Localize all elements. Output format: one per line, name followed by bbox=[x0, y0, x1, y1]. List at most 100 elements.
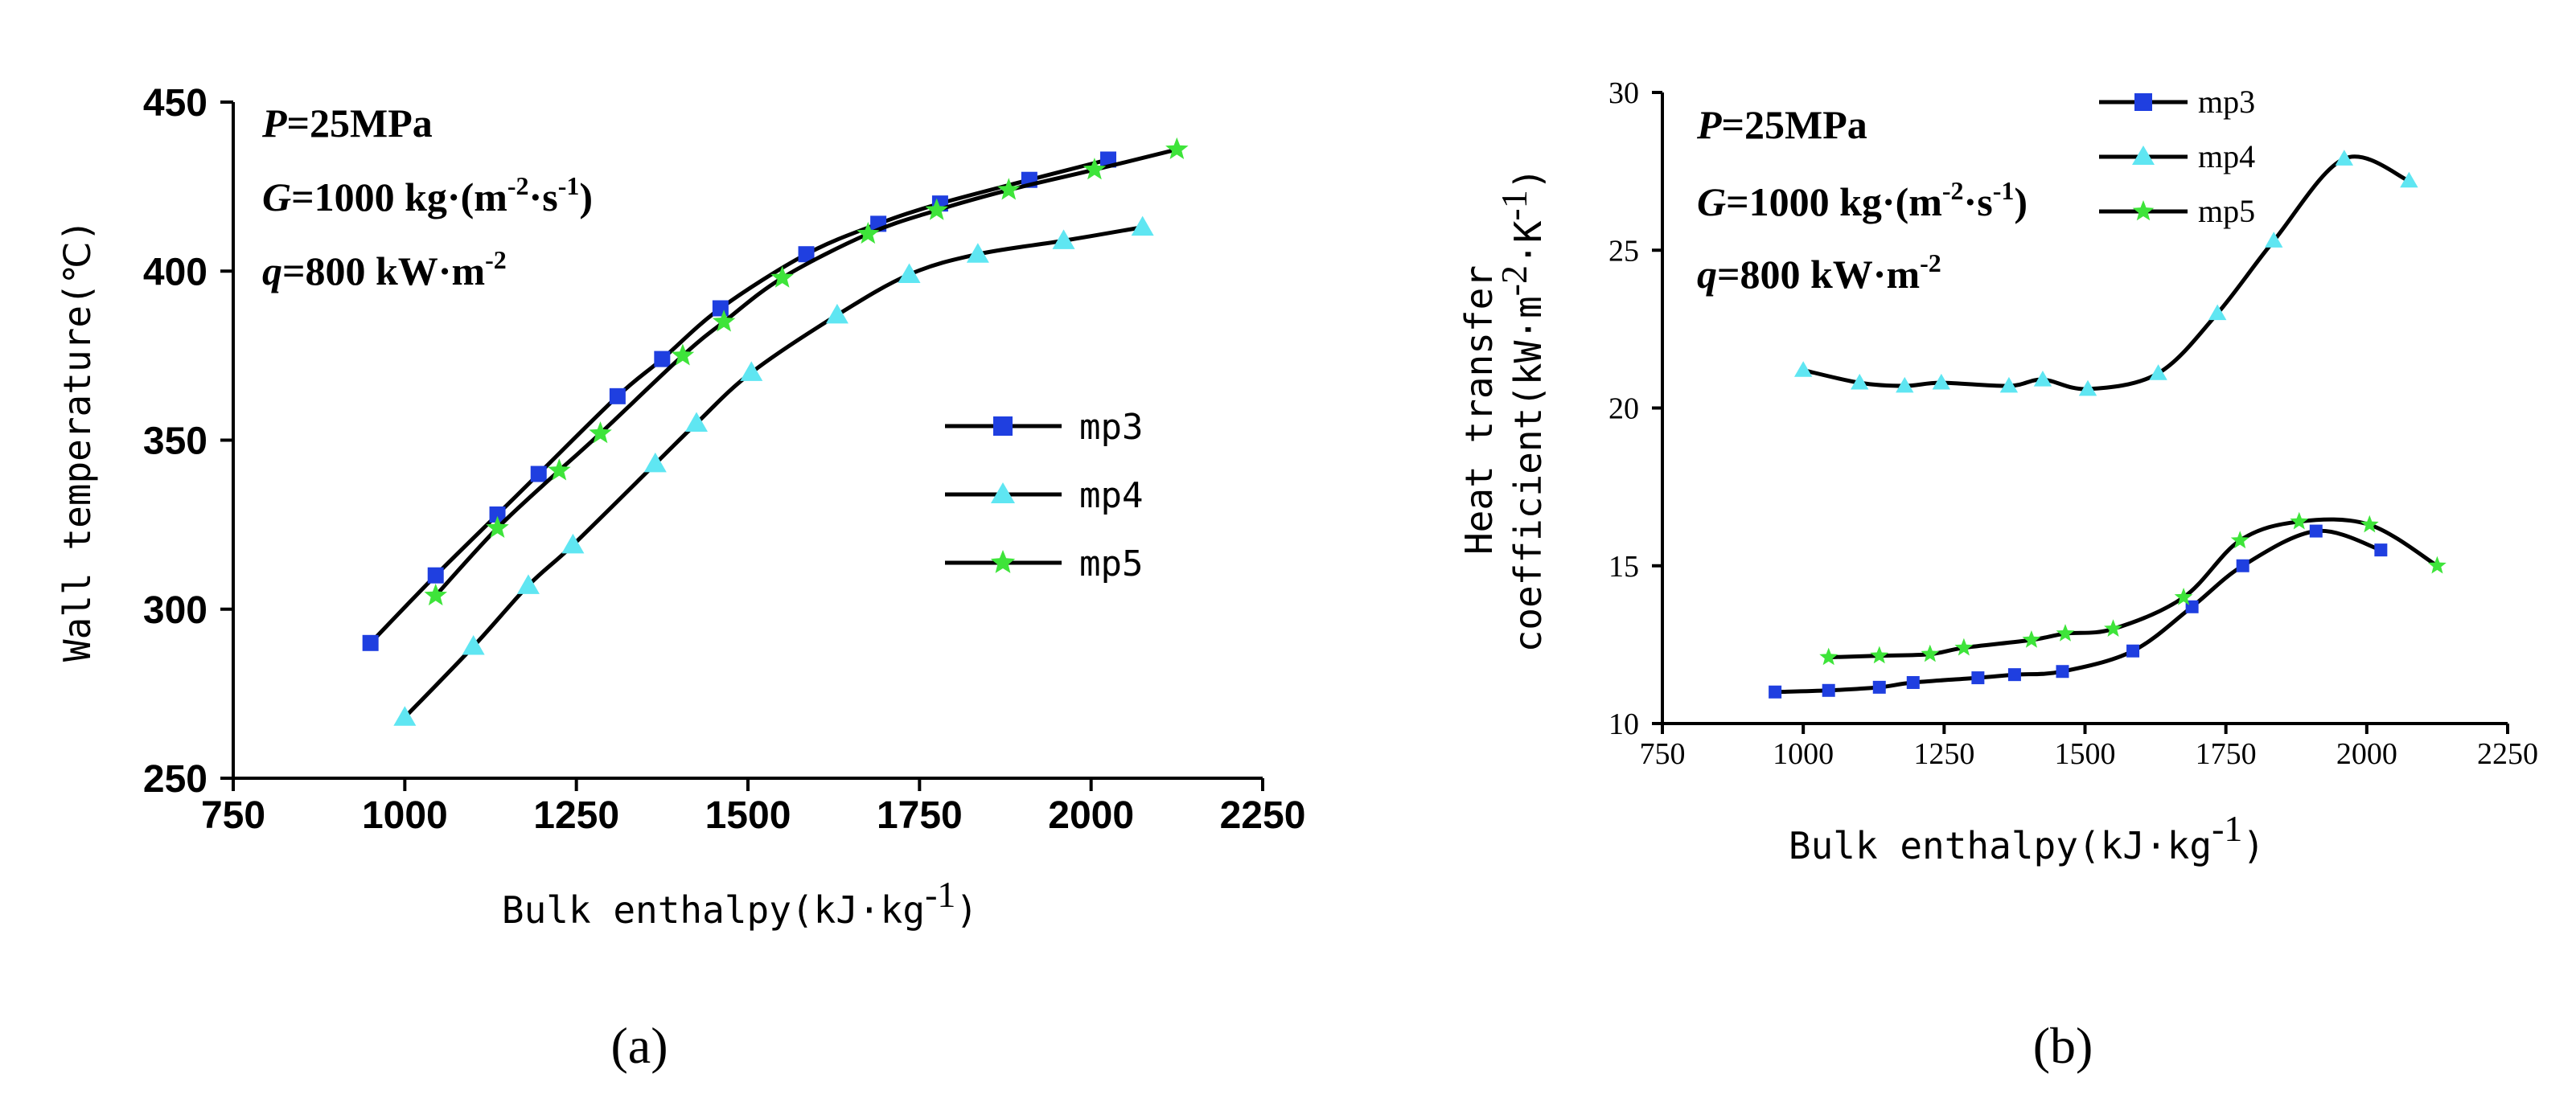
chart-b-legend-marker-mp5 bbox=[2132, 200, 2155, 221]
chart-a-point-mp5 bbox=[1083, 158, 1107, 180]
chart-a-point-mp5 bbox=[589, 421, 612, 444]
panel-label-b: (b) bbox=[2033, 1017, 2093, 1074]
chart-a-line-mp5 bbox=[433, 147, 1177, 597]
chart-b-point-mp3 bbox=[1769, 685, 1782, 699]
chart-b-legend: mp3 mp4 mp5 bbox=[2099, 84, 2255, 229]
chart-b-point-mp5 bbox=[1921, 644, 1940, 662]
chart-b-series bbox=[1769, 150, 2447, 699]
chart-b-point-mp4 bbox=[1999, 376, 2019, 393]
chart-b-x-tick-label: 2250 bbox=[2477, 737, 2538, 771]
chart-a-point-mp5 bbox=[671, 343, 695, 366]
chart-a-point-mp4 bbox=[643, 452, 667, 473]
chart-a-point-mp4 bbox=[966, 243, 989, 263]
chart-b-x-tick-label: 2000 bbox=[2336, 737, 2397, 771]
chart-a-x-tick-label: 1500 bbox=[705, 794, 791, 837]
chart-a-point-mp5 bbox=[1165, 137, 1189, 159]
chart-b-annotation-massflux: G=1000 kg·(m-2·s-1) bbox=[1697, 176, 2028, 224]
chart-a-x-tick-label: 2000 bbox=[1048, 794, 1134, 837]
chart-b-point-mp4 bbox=[2149, 364, 2167, 380]
chart-b-x-tick-label: 750 bbox=[1640, 737, 1686, 771]
chart-b: 750 1000 1250 1500 1750 2000 2250 10 15 20 25 30 P=… bbox=[1457, 76, 2538, 1074]
chart-b-point-mp5 bbox=[2428, 556, 2447, 574]
chart-a-annotation-pressure: P=25MPa bbox=[261, 100, 433, 146]
chart-b-x-tick-label: 1750 bbox=[2196, 737, 2257, 771]
chart-a-point-mp4 bbox=[516, 574, 540, 594]
chart-b-point-mp3 bbox=[2056, 665, 2069, 679]
chart-a-point-mp4 bbox=[561, 533, 585, 554]
chart-b-point-mp3 bbox=[1971, 671, 1985, 685]
chart-b-point-mp5 bbox=[1954, 638, 1974, 656]
chart-b-point-mp5 bbox=[2022, 630, 2041, 648]
chart-b-point-mp3 bbox=[2236, 559, 2249, 572]
chart-b-legend-label-mp4: mp4 bbox=[2198, 138, 2255, 174]
chart-a-point-mp5 bbox=[424, 583, 447, 606]
chart-a-point-mp4 bbox=[1052, 229, 1075, 249]
chart-b-point-mp4 bbox=[2033, 370, 2052, 387]
chart-b-annotation-pressure: P=25MPa bbox=[1696, 102, 1867, 147]
chart-a-point-mp3 bbox=[530, 465, 547, 482]
chart-b-point-mp3 bbox=[2126, 644, 2140, 658]
chart-b-point-mp5 bbox=[2174, 588, 2193, 605]
chart-a-point-mp4 bbox=[898, 263, 921, 283]
chart-a-point-mp4 bbox=[1131, 215, 1154, 236]
chart-a-annotation-heatflux: q=800 kW·m-2 bbox=[262, 245, 507, 293]
chart-a-y-tick-label: 350 bbox=[143, 420, 207, 463]
chart-a-y-tick-label: 300 bbox=[143, 589, 207, 632]
chart-a-point-mp5 bbox=[770, 265, 794, 288]
chart-b-point-mp3 bbox=[1872, 680, 1886, 694]
chart-a-point-mp3 bbox=[362, 634, 379, 651]
chart-a-legend-marker-mp4 bbox=[991, 482, 1015, 503]
chart-a-point-mp3 bbox=[798, 246, 815, 263]
chart-b-point-mp4 bbox=[2208, 304, 2227, 321]
chart-b-x-tick-label: 1500 bbox=[2055, 737, 2116, 771]
chart-a-line-mp3 bbox=[368, 158, 1109, 645]
chart-b-point-mp4 bbox=[2400, 171, 2418, 188]
chart-a-y-tick-label: 250 bbox=[143, 758, 207, 801]
chart-a-point-mp5 bbox=[712, 310, 736, 332]
chart-a-point-mp5 bbox=[997, 178, 1021, 200]
chart-b-point-mp5 bbox=[2290, 511, 2309, 530]
chart-b-point-mp5 bbox=[2104, 619, 2122, 637]
chart-a-y-tick-label: 450 bbox=[143, 82, 207, 125]
chart-a: 750 1000 1250 1500 1750 2000 2250 250 300 350 400 4… bbox=[55, 82, 1305, 1074]
chart-a-point-mp3 bbox=[427, 567, 444, 584]
chart-b-point-mp5 bbox=[1870, 646, 1889, 664]
chart-b-y-axis-title-line1: Heat transfer bbox=[1457, 265, 1501, 555]
chart-a-series bbox=[362, 137, 1189, 726]
chart-b-y-tick-label: 30 bbox=[1608, 76, 1639, 110]
chart-a-x-tick-label: 750 bbox=[201, 794, 265, 837]
chart-a-point-mp3 bbox=[489, 506, 506, 523]
chart-b-point-mp4 bbox=[1851, 373, 1869, 390]
chart-a-y-tick-label: 400 bbox=[143, 251, 207, 293]
chart-b-legend-marker-mp3 bbox=[2134, 93, 2152, 111]
chart-a-x-tick-label: 1250 bbox=[533, 794, 619, 837]
chart-b-ticks: 750 1000 1250 1500 1750 2000 2250 10 15 20 25 30 bbox=[1608, 76, 2538, 771]
chart-a-x-tick-label: 2250 bbox=[1220, 794, 1306, 837]
chart-a-point-mp5 bbox=[857, 222, 880, 244]
chart-a-legend-label-mp4: mp4 bbox=[1079, 475, 1143, 516]
chart-a-point-mp4 bbox=[825, 303, 848, 324]
chart-b-point-mp5 bbox=[2230, 531, 2249, 549]
chart-b-x-tick-label: 1000 bbox=[1773, 737, 1834, 771]
chart-a-legend-label-mp5: mp5 bbox=[1079, 543, 1143, 584]
chart-a-point-mp4 bbox=[462, 635, 485, 655]
chart-a-x-tick-label: 1000 bbox=[362, 794, 448, 837]
chart-a-point-mp5 bbox=[486, 515, 509, 538]
chart-a-ticks: 750 1000 1250 1500 1750 2000 2250 250 300 350 400 4… bbox=[143, 82, 1305, 837]
chart-b-point-mp5 bbox=[2056, 624, 2075, 642]
chart-b-point-mp4 bbox=[1896, 376, 1914, 393]
chart-a-point-mp5 bbox=[925, 198, 948, 220]
chart-b-legend-marker-mp4 bbox=[2132, 146, 2155, 165]
chart-b-line-mp3 bbox=[1775, 528, 2382, 695]
chart-b-point-mp3 bbox=[2309, 524, 2323, 538]
chart-b-y-tick-label: 25 bbox=[1608, 234, 1639, 268]
chart-a-annotation-massflux: G=1000 kg·(m-2·s-1) bbox=[262, 171, 593, 219]
chart-a-line-mp4 bbox=[403, 225, 1144, 720]
chart-a-point-mp4 bbox=[393, 706, 417, 726]
chart-b-point-mp3 bbox=[2374, 543, 2388, 557]
chart-b-point-mp4 bbox=[2335, 150, 2354, 166]
chart-b-point-mp3 bbox=[1906, 675, 1920, 689]
chart-a-point-mp3 bbox=[712, 300, 729, 317]
chart-b-y-tick-label: 15 bbox=[1608, 550, 1639, 584]
chart-b-point-mp4 bbox=[1793, 361, 1813, 377]
